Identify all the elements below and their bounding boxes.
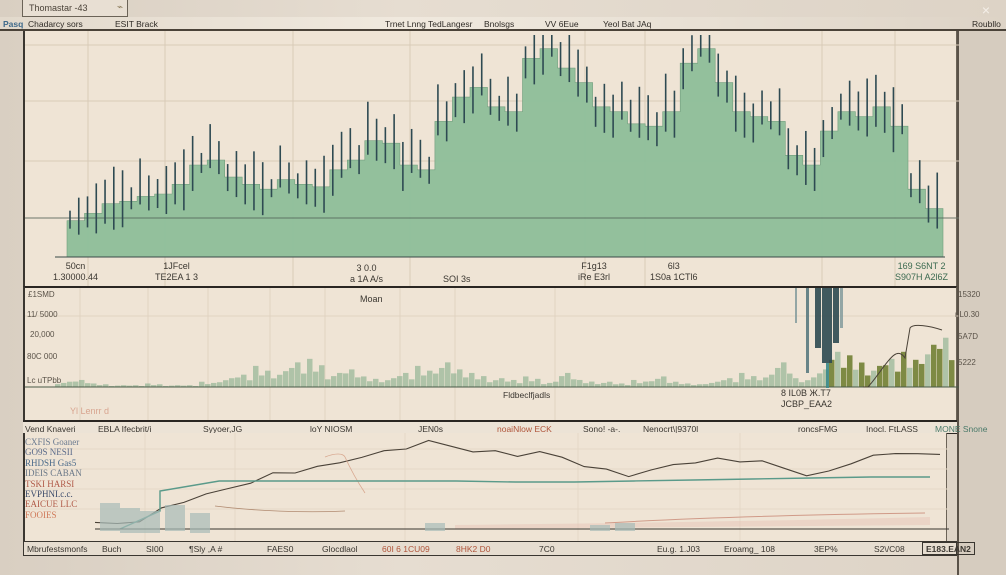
menubar: Pasq Chadarcy sors ESIT Brack Trnet Lnng… (0, 17, 1006, 31)
x-label: 169 S6NT 2 S907H A2l6Z (895, 261, 949, 282)
y-label-right: 5A7D (958, 332, 979, 341)
right-scroll-rail[interactable] (957, 31, 1006, 575)
x-label: 6l3 1S0a 1CTl6 (650, 261, 698, 282)
footer-item[interactable]: Eu.g. 1.J03 (657, 544, 701, 554)
window-title: Thomastar -43 (29, 3, 88, 13)
pin-icon[interactable]: ⌁ (116, 2, 123, 13)
legend-item[interactable]: EAICUE LLC (25, 499, 78, 510)
footer-item[interactable]: 60I 6 1CU09 (382, 544, 430, 554)
footer-item[interactable]: 3EP% (814, 544, 838, 554)
menu-item[interactable]: Trnet Lnng TedLangesr (385, 19, 473, 29)
menu-item[interactable]: Roubllo (972, 19, 1001, 29)
x-label: 1JFcel TE2EA 1 3 (155, 261, 199, 282)
y-label-right: 15320 (958, 290, 981, 299)
faint-label: Yl Lenrr d (70, 406, 110, 416)
marker-label: Moan (360, 294, 383, 304)
indicator-item[interactable]: Nenocrt\|9370l (643, 424, 699, 434)
footer-status-bar: Mbrufestsmonfs Buch SI00 ¶Sly ,A # FAES0… (23, 541, 975, 556)
y-label: £1SMD (28, 290, 55, 299)
footer-item[interactable]: S2\/C08 (874, 544, 905, 554)
legend-item[interactable]: EVPHNI.c.c. (25, 489, 73, 500)
footer-item[interactable]: Eroamg_ 108 (724, 544, 776, 554)
legend-item[interactable]: IDEIS CABAN (25, 468, 82, 479)
spike-annotation: 8 IL0B Ж.Т7 JCBP_EAA2 (781, 388, 833, 409)
menu-item[interactable]: Pasq (3, 19, 24, 29)
indicator-item[interactable]: Sono! -a-. (583, 424, 621, 434)
indicator-item[interactable]: Syyoer,JG (203, 424, 243, 434)
legend-item[interactable]: RHDSH Gas5 (25, 457, 77, 468)
footer-item[interactable]: 8HK2 D0 (456, 544, 491, 554)
indicator-item[interactable]: roncsFMG (798, 424, 838, 434)
price-panel[interactable]: 50cn 1.30000.44 1JFcel TE2EA 1 3 3 0.0 a 1A… (23, 31, 959, 286)
legend-item[interactable]: FOOIES (25, 509, 57, 520)
y-label: 80C 000 (27, 352, 58, 361)
close-icon[interactable]: × (981, 2, 991, 18)
y-label-right: 5222 (958, 358, 976, 367)
legend-item[interactable]: CXFIS Goaner (25, 437, 80, 447)
indicator-strip: Vend Knaveri EBLA Ifecbrit/i Syyoer,JG l… (23, 420, 987, 434)
indicator-item[interactable]: Inocl. FtLASS (866, 424, 918, 434)
x-label: 3 0.0 a 1A A/s (350, 263, 384, 284)
x-label: F1g13 iRe E3rl (578, 261, 611, 282)
footer-item[interactable]: 7C0 (539, 544, 555, 554)
window-title-tab[interactable]: Thomastar -43 ⌁ (22, 0, 128, 17)
volume-center-label: Fldbeclfjadls (503, 390, 551, 400)
x-label: SOI 3s (443, 274, 471, 284)
y-label: 20,000 (30, 330, 55, 339)
menu-item[interactable]: ESIT Brack (115, 19, 158, 29)
menu-item[interactable]: Chadarcy sors (28, 19, 83, 29)
footer-item[interactable]: Buch (102, 544, 122, 554)
indicator-item[interactable]: Vend Knaveri (25, 424, 76, 434)
y-label: Lc uTPbb (27, 376, 62, 385)
price-chart (25, 31, 959, 286)
footer-item[interactable]: FAES0 (267, 544, 294, 554)
menu-item[interactable]: VV 6Eue (545, 19, 579, 29)
footer-item[interactable]: SI00 (146, 544, 164, 554)
footer-item[interactable]: Mbrufestsmonfs (27, 544, 88, 554)
y-label: 11/ 5000 (27, 310, 58, 319)
indicator-item[interactable]: noaiNlow ECK (497, 424, 552, 434)
menu-item[interactable]: Yeol Bat JAq (603, 19, 652, 29)
line-legend: CXFIS Goaner GO9S NESII RHDSH Gas5 IDEIS… (25, 437, 103, 520)
volume-panel[interactable]: £1SMD 11/ 5000 20,000 80C 000 Lc uTPbb 1… (23, 286, 980, 424)
menu-item[interactable]: Bnolsgs (484, 19, 515, 29)
line-chart (25, 433, 949, 541)
indicator-item[interactable]: loY NIOSM (310, 424, 353, 434)
line-panel[interactable] (23, 433, 949, 541)
x-label: 50cn 1.30000.44 (53, 261, 99, 282)
volume-chart (25, 288, 959, 424)
indicator-item[interactable]: EBLA Ifecbrit/i (98, 424, 152, 434)
footer-value-box[interactable]: E183.EAN2 (922, 542, 975, 555)
indicator-item[interactable]: JEN0s (418, 424, 444, 434)
footer-item[interactable]: ¶Sly ,A # (189, 544, 223, 554)
footer-item[interactable]: Glocdlaol (322, 544, 358, 554)
legend-item[interactable]: GO9S NESII (25, 447, 73, 458)
legend-item[interactable]: TSKI HARSI (25, 478, 75, 489)
indicator-item[interactable]: MONE Snone (935, 424, 988, 434)
y-label-right: nL0.30 (955, 310, 980, 319)
